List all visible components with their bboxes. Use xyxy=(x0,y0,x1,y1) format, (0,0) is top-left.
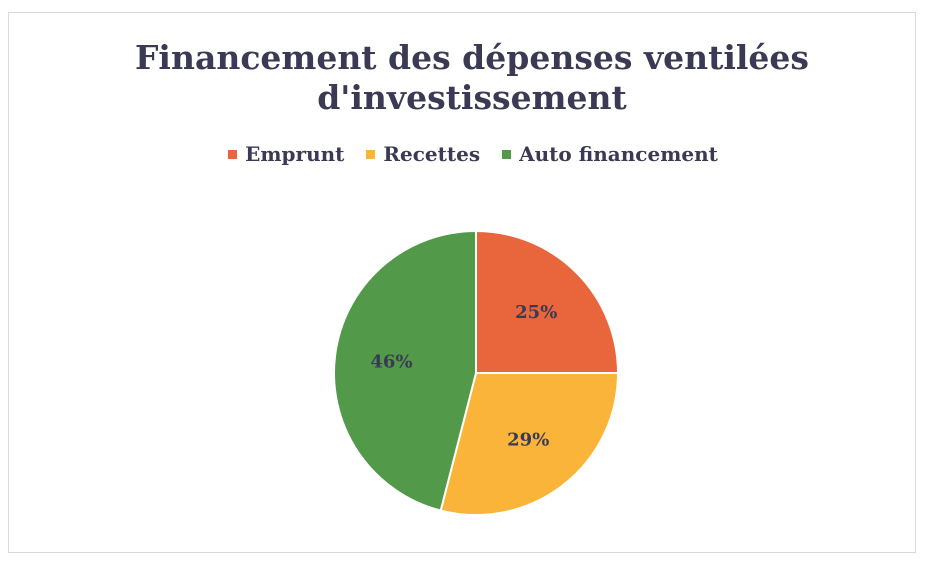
legend: Emprunt Recettes Auto financement xyxy=(0,142,927,166)
legend-item: Auto financement xyxy=(502,142,718,166)
pie-slice xyxy=(333,229,477,512)
chart-title: Financement des dépenses ventilées d'inv… xyxy=(134,38,810,117)
data-label: 46% xyxy=(370,351,412,372)
chart-frame xyxy=(8,12,916,553)
pie-slice xyxy=(439,372,620,516)
legend-label: Recettes xyxy=(383,142,481,166)
data-label: 29% xyxy=(507,429,549,450)
legend-swatch xyxy=(228,149,238,159)
pie-slice xyxy=(475,229,620,374)
legend-swatch xyxy=(502,149,512,159)
legend-swatch xyxy=(366,149,376,159)
data-label: 25% xyxy=(515,302,557,323)
legend-label: Emprunt xyxy=(245,142,345,166)
legend-label: Auto financement xyxy=(519,142,718,166)
legend-item: Recettes xyxy=(366,142,480,166)
legend-item: Emprunt xyxy=(228,142,344,166)
